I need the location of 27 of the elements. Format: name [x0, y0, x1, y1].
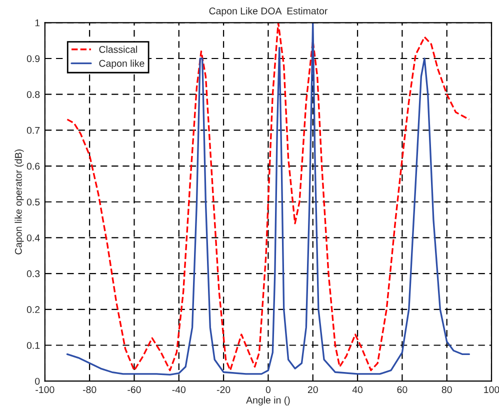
- legend-label: Classical: [99, 46, 137, 53]
- y-tick-label: 0.9: [26, 55, 40, 62]
- x-tick-label: -40: [172, 386, 186, 394]
- x-tick-label: 0: [266, 386, 271, 394]
- y-tick-label: 0.8: [26, 91, 40, 98]
- chart-title: Capon Like DOA Estimator: [209, 7, 328, 16]
- x-tick-label: -20: [216, 386, 230, 394]
- y-tick-label: 1: [35, 19, 40, 26]
- x-tick-label: 20: [308, 386, 318, 394]
- x-tick-label: 100: [484, 386, 499, 394]
- x-tick-label: -100: [36, 386, 54, 394]
- y-tick-label: 0.7: [26, 126, 40, 134]
- x-tick-label: -60: [128, 386, 141, 394]
- y-tick-label: 0: [35, 378, 40, 385]
- legend-label: Capon like: [99, 60, 144, 69]
- y-tick-label: 0.2: [26, 306, 40, 314]
- y-tick-label: 0.1: [26, 342, 40, 349]
- y-tick-label: 0.3: [26, 270, 40, 278]
- x-tick-label: -80: [82, 386, 96, 394]
- y-axis-title: Capon like operator (dB): [14, 150, 24, 254]
- y-tick-label: 0.6: [26, 162, 40, 170]
- x-tick-label: 60: [397, 386, 408, 394]
- x-axis-title: Angle in (): [246, 396, 290, 406]
- y-tick-label: 0.4: [26, 234, 40, 242]
- x-tick-label: 40: [352, 386, 363, 394]
- y-tick-label: 0.5: [26, 198, 40, 206]
- x-tick-label: 80: [442, 386, 452, 394]
